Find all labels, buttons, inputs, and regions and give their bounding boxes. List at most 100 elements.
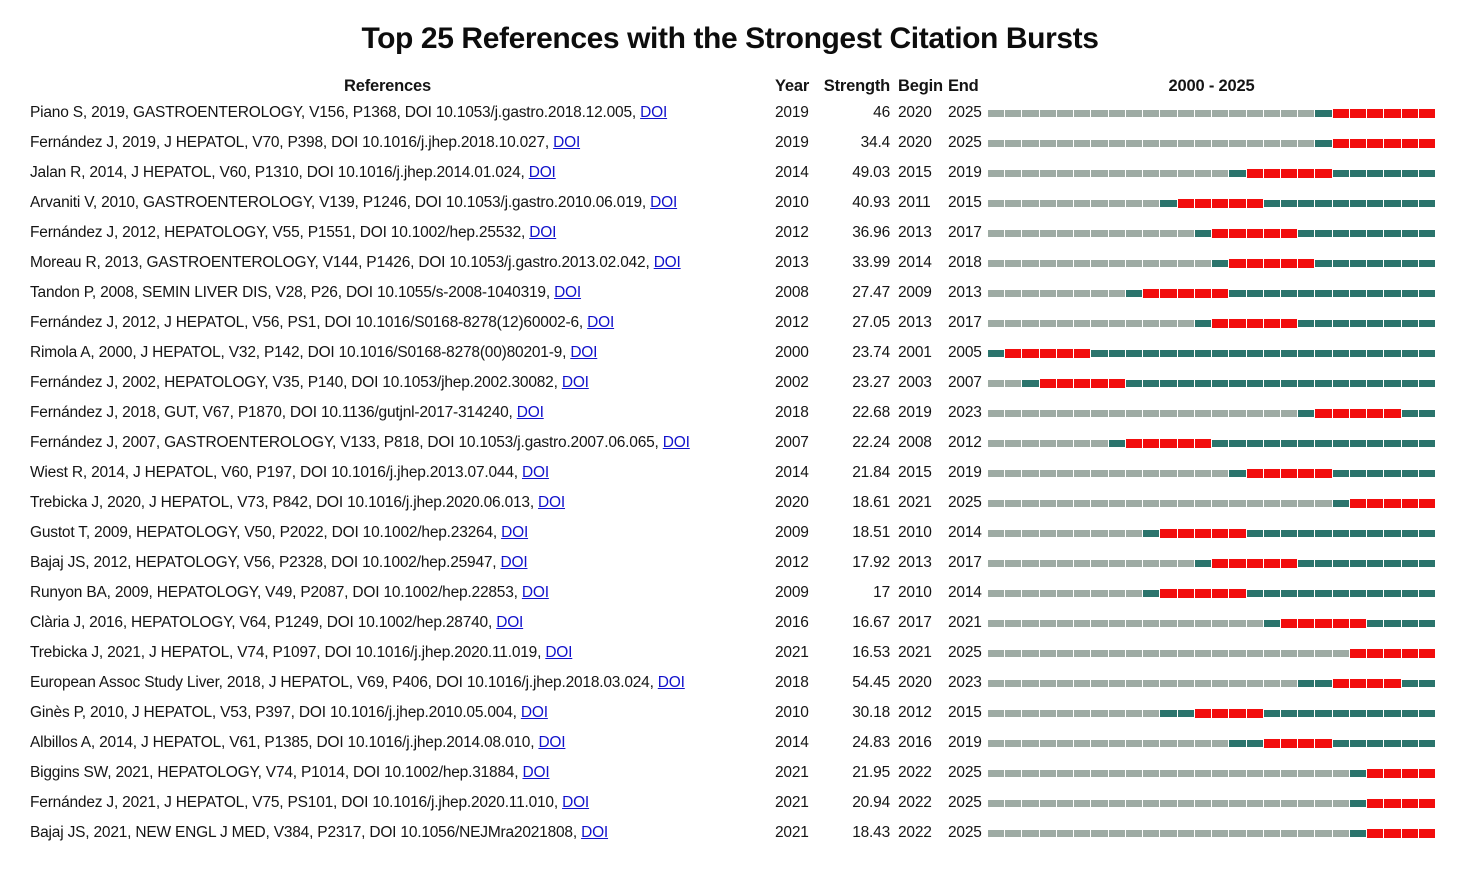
reference-text: Biggins SW, 2021, HEPATOLOGY, V74, P1014… (30, 764, 519, 781)
timeline-year-segment (1246, 318, 1263, 328)
strength-value: 49.03 (852, 164, 890, 181)
begin-value: 2021 (898, 494, 932, 511)
timeline-year-segment (1298, 319, 1315, 327)
end-value: 2021 (948, 614, 982, 631)
timeline-year-segment (1212, 708, 1229, 718)
timeline-year-segment (1401, 379, 1418, 387)
reference-text: Piano S, 2019, GASTROENTEROLOGY, V156, P… (30, 104, 637, 121)
timeline-year-segment (1401, 108, 1418, 118)
timeline-year-segment (1401, 679, 1418, 687)
timeline-year-segment (1280, 228, 1298, 238)
reference-cell: Fernández J, 2021, J HEPATOL, V75, PS101… (0, 794, 775, 812)
doi-link[interactable]: DOI (587, 314, 615, 331)
table-row: Fernández J, 2002, HEPATOLOGY, V35, P140… (0, 368, 1460, 398)
year-value: 2020 (775, 494, 809, 511)
burst-timeline-bar (988, 618, 1436, 628)
timeline-year-segment (1194, 229, 1212, 237)
doi-link[interactable]: DOI (570, 344, 598, 361)
timeline-year-segment (1349, 829, 1367, 837)
doi-link[interactable]: DOI (545, 644, 573, 661)
timeline-year-segment (1349, 559, 1367, 567)
doi-link[interactable]: DOI (650, 194, 678, 211)
reference-text: Bajaj JS, 2021, NEW ENGL J MED, V384, P2… (30, 824, 577, 841)
doi-link[interactable]: DOI (657, 674, 685, 691)
begin-value: 2008 (898, 434, 932, 451)
doi-link[interactable]: DOI (520, 704, 548, 721)
timeline-year-segment (1246, 769, 1263, 777)
doi-link[interactable]: DOI (529, 224, 557, 241)
doi-link[interactable]: DOI (538, 494, 566, 511)
timeline-year-segment (1298, 589, 1315, 597)
timeline-year-segment (1263, 439, 1280, 447)
timeline-year-segment (1005, 409, 1022, 417)
table-row: Fernández J, 2012, HEPATOLOGY, V55, P155… (0, 218, 1460, 248)
doi-link[interactable]: DOI (538, 734, 566, 751)
timeline-year-segment (1194, 559, 1212, 567)
timeline-year-segment (1212, 379, 1229, 387)
timeline-year-segment (1039, 378, 1056, 388)
reference-text: Fernández J, 2012, J HEPATOL, V56, PS1, … (30, 314, 584, 331)
timeline-year-segment (1229, 228, 1246, 238)
timeline-year-segment (1401, 439, 1418, 447)
timeline-year-segment (1177, 469, 1194, 477)
timeline-year-segment (1194, 259, 1212, 267)
timeline-year-segment (1349, 469, 1367, 477)
timeline-year-segment (1298, 229, 1315, 237)
timeline-year-segment (1074, 109, 1091, 117)
timeline-year-segment (1401, 138, 1418, 148)
timeline-year-segment (1125, 799, 1143, 807)
timeline-year-segment (1125, 409, 1143, 417)
end-value: 2012 (948, 434, 982, 451)
timeline-year-segment (1367, 678, 1384, 688)
timeline-year-segment (1056, 199, 1074, 207)
timeline-year-segment (1125, 469, 1143, 477)
timeline-year-segment (1401, 798, 1418, 808)
timeline-year-segment (1108, 109, 1125, 117)
timeline-year-segment (1022, 649, 1039, 657)
timeline-year-segment (1212, 679, 1229, 687)
timeline-year-segment (1418, 828, 1436, 838)
doi-link[interactable]: DOI (501, 524, 529, 541)
timeline-year-segment (1246, 679, 1263, 687)
doi-link[interactable]: DOI (500, 554, 528, 571)
timeline-year-segment (1298, 618, 1315, 628)
doi-link[interactable]: DOI (496, 614, 524, 631)
doi-link[interactable]: DOI (581, 824, 609, 841)
timeline-year-segment (1315, 799, 1332, 807)
reference-cell: Runyon BA, 2009, HEPATOLOGY, V49, P2087,… (0, 584, 775, 602)
end-value: 2005 (948, 344, 982, 361)
strength-value: 36.96 (852, 224, 890, 241)
timeline-year-segment (1229, 258, 1246, 268)
table-row: Rimola A, 2000, J HEPATOL, V32, P142, DO… (0, 338, 1460, 368)
timeline-year-segment (1367, 589, 1384, 597)
timeline-year-segment (1056, 469, 1074, 477)
doi-link[interactable]: DOI (553, 134, 581, 151)
begin-value: 2001 (898, 344, 932, 361)
doi-link[interactable]: DOI (562, 794, 590, 811)
doi-link[interactable]: DOI (554, 284, 582, 301)
timeline-year-segment (1056, 769, 1074, 777)
timeline-year-segment (1125, 829, 1143, 837)
doi-link[interactable]: DOI (521, 464, 549, 481)
timeline-year-segment (1349, 379, 1367, 387)
timeline-year-segment (1298, 439, 1315, 447)
doi-link[interactable]: DOI (653, 254, 681, 271)
doi-link[interactable]: DOI (528, 164, 556, 181)
doi-link[interactable]: DOI (640, 104, 668, 121)
end-value: 2023 (948, 674, 982, 691)
timeline-year-segment (1349, 138, 1367, 148)
doi-link[interactable]: DOI (521, 584, 549, 601)
timeline-year-segment (1160, 109, 1177, 117)
doi-link[interactable]: DOI (561, 374, 589, 391)
reference-text: Jalan R, 2014, J HEPATOL, V60, P1310, DO… (30, 164, 525, 181)
doi-link[interactable]: DOI (662, 434, 690, 451)
timeline-year-segment (1212, 799, 1229, 807)
doi-link[interactable]: DOI (522, 764, 550, 781)
timeline-year-segment (1229, 499, 1246, 507)
timeline-year-segment (1074, 529, 1091, 537)
timeline-year-segment (1349, 169, 1367, 177)
timeline-year-segment (1056, 109, 1074, 117)
timeline-year-segment (1298, 529, 1315, 537)
doi-link[interactable]: DOI (516, 404, 544, 421)
burst-timeline-bar (988, 378, 1436, 388)
